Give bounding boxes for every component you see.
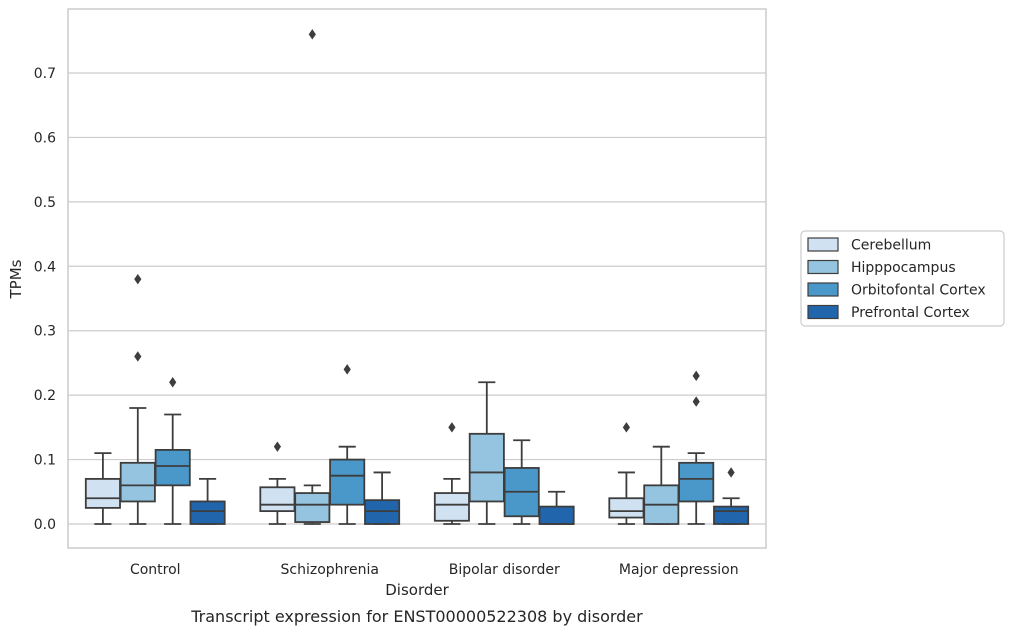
box-hipppocampus: [294, 29, 331, 525]
legend-label: Prefrontal Cortex: [851, 305, 970, 321]
box-hipppocampus: [643, 445, 680, 525]
x-tick-label: Bipolar disorder: [449, 562, 560, 578]
outlier-point: [448, 422, 456, 433]
y-tick-label: 0.5: [34, 195, 56, 211]
box-iqr: [84, 477, 121, 509]
legend-frame: [800, 230, 1005, 327]
box-cerebellum: [608, 422, 645, 525]
y-tick-label: 0.0: [34, 517, 56, 533]
legend: Cerebellum Hipppocampus Orbitofontal Corte…: [800, 230, 1005, 327]
box-iqr: [608, 497, 645, 519]
legend-swatch: [807, 282, 839, 297]
outlier-point: [692, 370, 700, 382]
legend-swatch: [807, 304, 839, 320]
legend-label: Hipppocampus: [851, 260, 956, 276]
x-tick-label: Schizophrenia: [281, 562, 379, 578]
legend-item: Cerebellum: [807, 237, 931, 254]
outlier-point: [692, 396, 700, 407]
legend-item: Prefrontal Cortex: [807, 304, 970, 321]
y-tick-label: 0.1: [34, 453, 56, 469]
box-prefrontal-cortex: [364, 471, 401, 525]
box-iqr: [364, 499, 401, 525]
box-iqr: [678, 461, 715, 503]
box-iqr: [294, 492, 331, 523]
y-tick-labels: 0.0 0.1 0.2 0.3 0.4 0.5 0.6 0.7: [34, 66, 56, 533]
legend-item: Hipppocampus: [807, 259, 956, 276]
box-iqr: [189, 500, 226, 525]
box-iqr: [468, 432, 505, 503]
box-iqr: [538, 505, 575, 525]
box-orbitofontal-cortex: [329, 364, 366, 525]
box-orbitofontal-cortex: [154, 377, 191, 525]
outlier-point: [134, 351, 142, 362]
box-orbitofontal-cortex: [678, 370, 715, 525]
legend-label: Orbitofontal Cortex: [851, 283, 986, 299]
box-cerebellum: [433, 422, 470, 525]
x-tick-label: Major depression: [619, 562, 739, 578]
legend-label: Cerebellum: [851, 238, 931, 254]
outlier-point: [622, 422, 630, 433]
y-axis-label: TPMs: [7, 259, 25, 299]
legend-swatch: [807, 259, 839, 275]
box-iqr: [713, 505, 750, 525]
box-iqr: [433, 492, 470, 522]
x-axis-label: Disorder: [385, 581, 449, 599]
y-tick-label: 0.4: [34, 259, 56, 275]
box-prefrontal-cortex: [713, 467, 750, 525]
box-iqr: [259, 486, 296, 513]
x-tick-labels: Control Schizophrenia Bipolar disorder Majo…: [130, 562, 739, 578]
legend-item: Orbitofontal Cortex: [807, 282, 986, 299]
box-orbitofontal-cortex: [503, 439, 540, 525]
outlier-point: [169, 377, 177, 388]
chart-caption: Transcript expression for ENST0000052230…: [190, 607, 643, 626]
box-iqr: [329, 458, 366, 506]
box-prefrontal-cortex: [538, 490, 575, 525]
y-tick-label: 0.6: [34, 130, 56, 146]
y-tick-label: 0.3: [34, 324, 56, 340]
outlier-point: [308, 29, 316, 40]
y-tick-label: 0.7: [34, 66, 56, 82]
box-groups: [84, 29, 750, 525]
outlier-point: [727, 467, 735, 478]
outlier-point: [134, 273, 142, 285]
box-cerebellum: [84, 452, 121, 525]
box-iqr: [154, 449, 191, 487]
box-hipppocampus: [119, 273, 156, 525]
box-prefrontal-cortex: [189, 477, 226, 525]
y-tick-label: 0.2: [34, 388, 56, 404]
plot-frame: [67, 8, 767, 549]
box-iqr: [119, 461, 156, 503]
legend-swatch: [807, 237, 839, 252]
outlier-point: [343, 364, 351, 375]
outlier-point: [273, 441, 281, 452]
x-tick-label: Control: [130, 562, 181, 578]
